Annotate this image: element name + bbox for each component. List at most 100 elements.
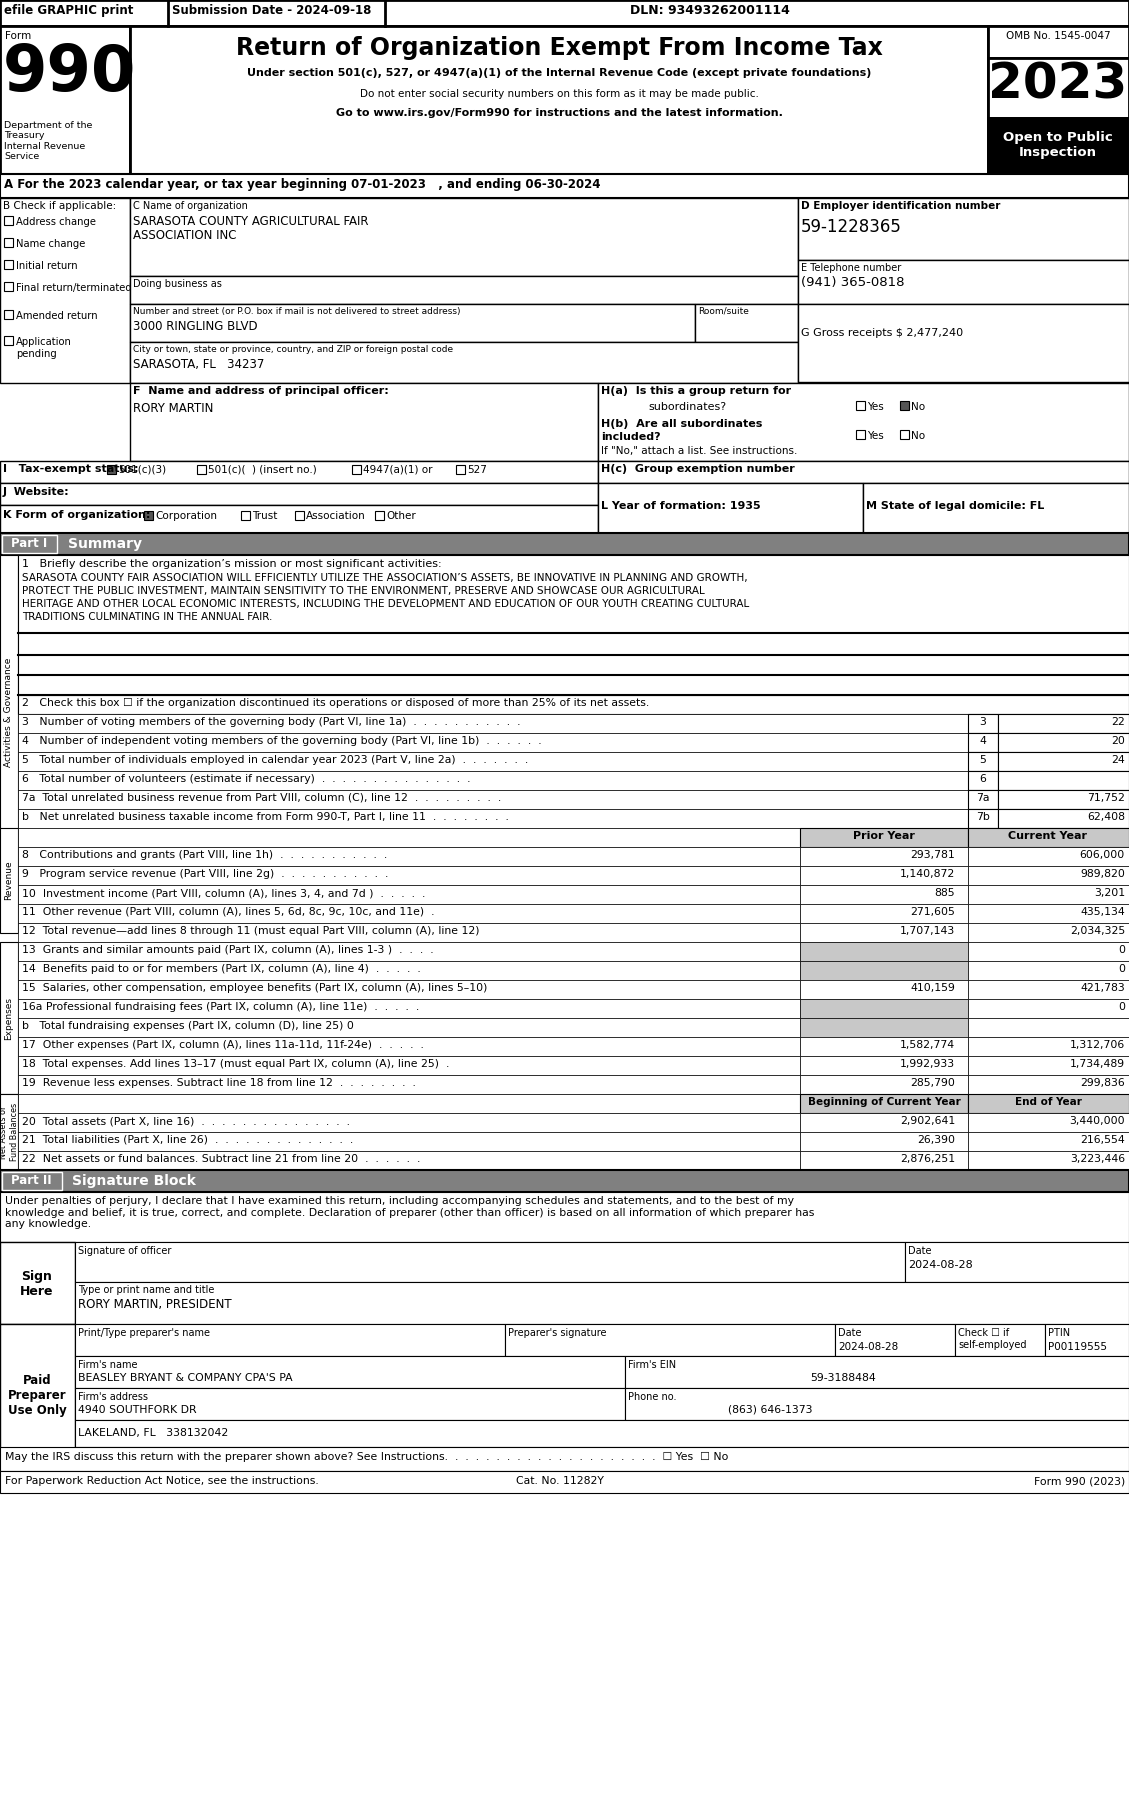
Text: 6   Total number of volunteers (estimate if necessary)  .  .  .  .  .  .  .  .  : 6 Total number of volunteers (estimate i…: [21, 775, 471, 784]
Text: ASSOCIATION INC: ASSOCIATION INC: [133, 229, 236, 242]
Text: 6: 6: [980, 775, 987, 784]
Bar: [5, 282, 14, 291]
Bar: [598, 384, 1129, 460]
Text: 5   Total number of individuals employed in calendar year 2023 (Part V, line 2a): 5 Total number of individuals employed i…: [21, 755, 528, 766]
Bar: [968, 828, 1129, 848]
Bar: [18, 828, 800, 848]
Text: Final return/terminated: Final return/terminated: [16, 284, 132, 293]
Text: 2024-08-28: 2024-08-28: [838, 1342, 899, 1352]
Text: Yes: Yes: [867, 402, 884, 411]
Text: A For the 2023 calendar year, or tax year beginning 07-01-2023   , and ending 06: A For the 2023 calendar year, or tax yea…: [5, 178, 601, 191]
Bar: [968, 1057, 1129, 1075]
Text: 3,440,000: 3,440,000: [1069, 1117, 1124, 1126]
Bar: [18, 1037, 800, 1057]
Text: 7a  Total unrelated business revenue from Part VIII, column (C), line 12  .  .  : 7a Total unrelated business revenue from…: [21, 793, 501, 802]
Bar: [18, 555, 1129, 695]
Text: Yes: Yes: [867, 431, 884, 440]
Text: Paid
Preparer
Use Only: Paid Preparer Use Only: [8, 1373, 67, 1417]
Text: Form: Form: [5, 31, 32, 42]
Bar: [900, 429, 909, 438]
Bar: [800, 904, 968, 922]
Bar: [968, 1131, 1129, 1151]
Bar: [2, 535, 56, 553]
Text: Go to www.irs.gov/Form990 for instructions and the latest information.: Go to www.irs.gov/Form990 for instructio…: [335, 107, 782, 118]
Bar: [0, 506, 598, 533]
Text: 4: 4: [980, 737, 987, 746]
Bar: [5, 337, 14, 346]
Text: K Form of organization:: K Form of organization:: [3, 509, 150, 520]
Bar: [0, 0, 1129, 25]
Text: 606,000: 606,000: [1079, 849, 1124, 860]
Text: Under penalties of perjury, I declare that I have examined this return, includin: Under penalties of perjury, I declare th…: [5, 1197, 814, 1230]
Bar: [18, 999, 800, 1019]
Bar: [75, 1242, 905, 1282]
Bar: [598, 484, 863, 538]
Bar: [800, 1057, 968, 1075]
Bar: [0, 555, 18, 869]
Text: B Check if applicable:: B Check if applicable:: [3, 202, 116, 211]
Bar: [800, 1151, 968, 1170]
Bar: [968, 904, 1129, 922]
Text: (941) 365-0818: (941) 365-0818: [800, 276, 904, 289]
Bar: [968, 866, 1129, 886]
Bar: [0, 533, 1129, 555]
Text: 2   Check this box ☐ if the organization discontinued its operations or disposed: 2 Check this box ☐ if the organization d…: [21, 698, 649, 708]
Bar: [800, 980, 968, 999]
Text: 11  Other revenue (Part VIII, column (A), lines 5, 6d, 8c, 9c, 10c, and 11e)  .: 11 Other revenue (Part VIII, column (A),…: [21, 908, 435, 917]
Text: OMB No. 1545-0047: OMB No. 1545-0047: [1006, 31, 1110, 42]
Text: 1,582,774: 1,582,774: [900, 1040, 955, 1050]
Bar: [0, 1446, 1129, 1472]
Text: Firm's EIN: Firm's EIN: [628, 1361, 676, 1370]
Text: 3   Number of voting members of the governing body (Part VI, line 1a)  .  .  .  : 3 Number of voting members of the govern…: [21, 717, 520, 728]
Text: (863) 646-1373: (863) 646-1373: [728, 1404, 813, 1415]
Text: P00119555: P00119555: [1048, 1342, 1108, 1352]
Text: 885: 885: [935, 888, 955, 899]
Bar: [130, 304, 695, 342]
Bar: [18, 751, 968, 771]
Text: Date: Date: [908, 1246, 931, 1255]
Text: 4   Number of independent voting members of the governing body (Part VI, line 1b: 4 Number of independent voting members o…: [21, 737, 542, 746]
Bar: [968, 751, 998, 771]
Text: 1,312,706: 1,312,706: [1070, 1040, 1124, 1050]
Text: End of Year: End of Year: [1015, 1097, 1082, 1108]
Bar: [900, 400, 909, 409]
Bar: [863, 484, 1129, 538]
Bar: [968, 999, 1129, 1019]
Bar: [856, 429, 865, 438]
Text: 12  Total revenue—add lines 8 through 11 (must equal Part VIII, column (A), line: 12 Total revenue—add lines 8 through 11 …: [21, 926, 480, 937]
Bar: [968, 789, 998, 809]
Text: 1   Briefly describe the organization’s mission or most significant activities:: 1 Briefly describe the organization’s mi…: [21, 558, 441, 569]
Bar: [505, 1324, 835, 1355]
Text: Association: Association: [306, 511, 366, 520]
Bar: [0, 460, 598, 484]
Text: 26,390: 26,390: [917, 1135, 955, 1144]
Text: 59-1228365: 59-1228365: [800, 218, 902, 236]
Text: 71,752: 71,752: [1087, 793, 1124, 802]
Text: Other: Other: [386, 511, 415, 520]
Text: J  Website:: J Website:: [3, 487, 70, 497]
Bar: [968, 980, 1129, 999]
Text: 990: 990: [3, 42, 137, 104]
Bar: [18, 1019, 800, 1037]
Bar: [18, 848, 800, 866]
Text: Initial return: Initial return: [16, 260, 78, 271]
Bar: [968, 1113, 1129, 1131]
Text: 0: 0: [1118, 964, 1124, 973]
Text: HERITAGE AND OTHER LOCAL ECONOMIC INTERESTS, INCLUDING THE DEVELOPMENT AND EDUCA: HERITAGE AND OTHER LOCAL ECONOMIC INTERE…: [21, 598, 750, 609]
Text: Firm's name: Firm's name: [78, 1361, 138, 1370]
Text: Sign
Here: Sign Here: [20, 1270, 54, 1299]
Text: Summary: Summary: [68, 537, 142, 551]
Text: Expenses: Expenses: [5, 997, 14, 1039]
Bar: [352, 466, 361, 475]
Text: H(c)  Group exemption number: H(c) Group exemption number: [601, 464, 795, 475]
Text: C Name of organization: C Name of organization: [133, 202, 248, 211]
Bar: [0, 198, 130, 384]
Bar: [18, 789, 968, 809]
Bar: [0, 25, 130, 175]
Text: 527: 527: [467, 466, 487, 475]
Text: For Paperwork Reduction Act Notice, see the instructions.: For Paperwork Reduction Act Notice, see …: [5, 1475, 318, 1486]
Bar: [75, 1421, 1129, 1446]
Bar: [0, 1191, 1129, 1242]
Text: Application
pending: Application pending: [16, 337, 72, 358]
Bar: [905, 1242, 1129, 1282]
